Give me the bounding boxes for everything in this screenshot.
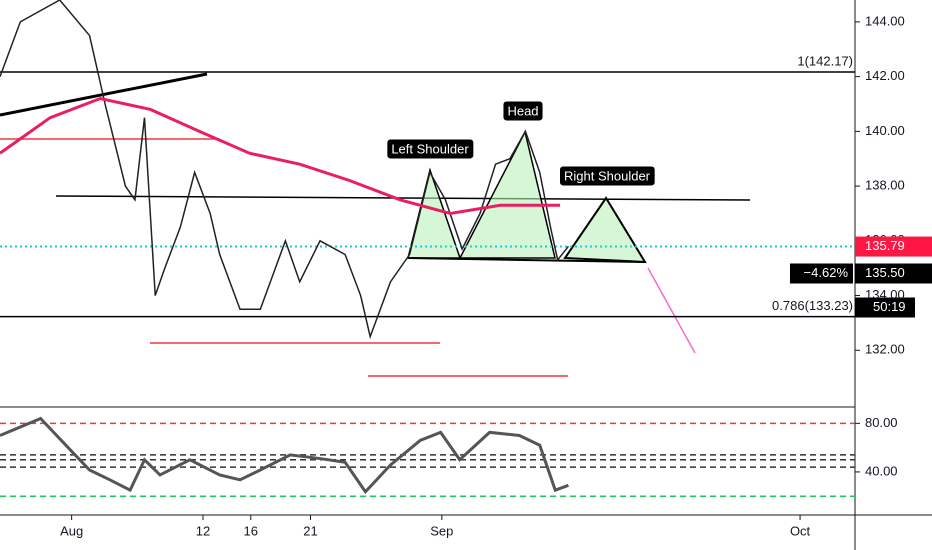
target-box: [855, 263, 932, 284]
fib-label: 0.786(133.23): [772, 298, 853, 313]
x-tick-label: Sep: [430, 523, 453, 538]
x-tick-label: 21: [303, 523, 317, 538]
price-line: [0, 416, 569, 495]
annotation-box: [560, 166, 655, 186]
price-line: [0, 0, 569, 340]
annotation: Left Shoulder: [391, 141, 469, 156]
y-tick-label: 142.00: [865, 68, 905, 83]
change-box: [790, 263, 853, 284]
neckline: [407, 257, 646, 263]
x-tick-label: Aug: [60, 523, 83, 538]
price-label: 135.79: [865, 238, 905, 253]
y-tick-label: 140.00: [865, 123, 905, 138]
x-tick-label: Oct: [790, 523, 811, 538]
target-label: 135.50: [865, 265, 905, 280]
countdown-label: 50:19: [873, 299, 906, 314]
x-tick-label: 16: [244, 523, 258, 538]
price-line: [0, 96, 561, 215]
y-tick-label: 80.00: [865, 415, 898, 430]
x-tick-label: 12: [196, 523, 210, 538]
countdown-box: [855, 297, 915, 318]
annotation: Right Shoulder: [564, 168, 651, 183]
y-tick-label: 40.00: [865, 463, 898, 478]
annotation-box: [387, 139, 474, 159]
price-box: [855, 236, 932, 257]
change-label: −4.62%: [804, 265, 849, 280]
fib-label: 1(142.17): [797, 53, 853, 68]
y-tick-label: 144.00: [865, 13, 905, 28]
trendline: [55, 195, 751, 201]
annotation: Head: [507, 103, 538, 118]
arrow: [647, 267, 696, 354]
y-tick-label: 132.00: [865, 342, 905, 357]
y-tick-label: 138.00: [865, 178, 905, 193]
annotation-box: [503, 101, 543, 121]
